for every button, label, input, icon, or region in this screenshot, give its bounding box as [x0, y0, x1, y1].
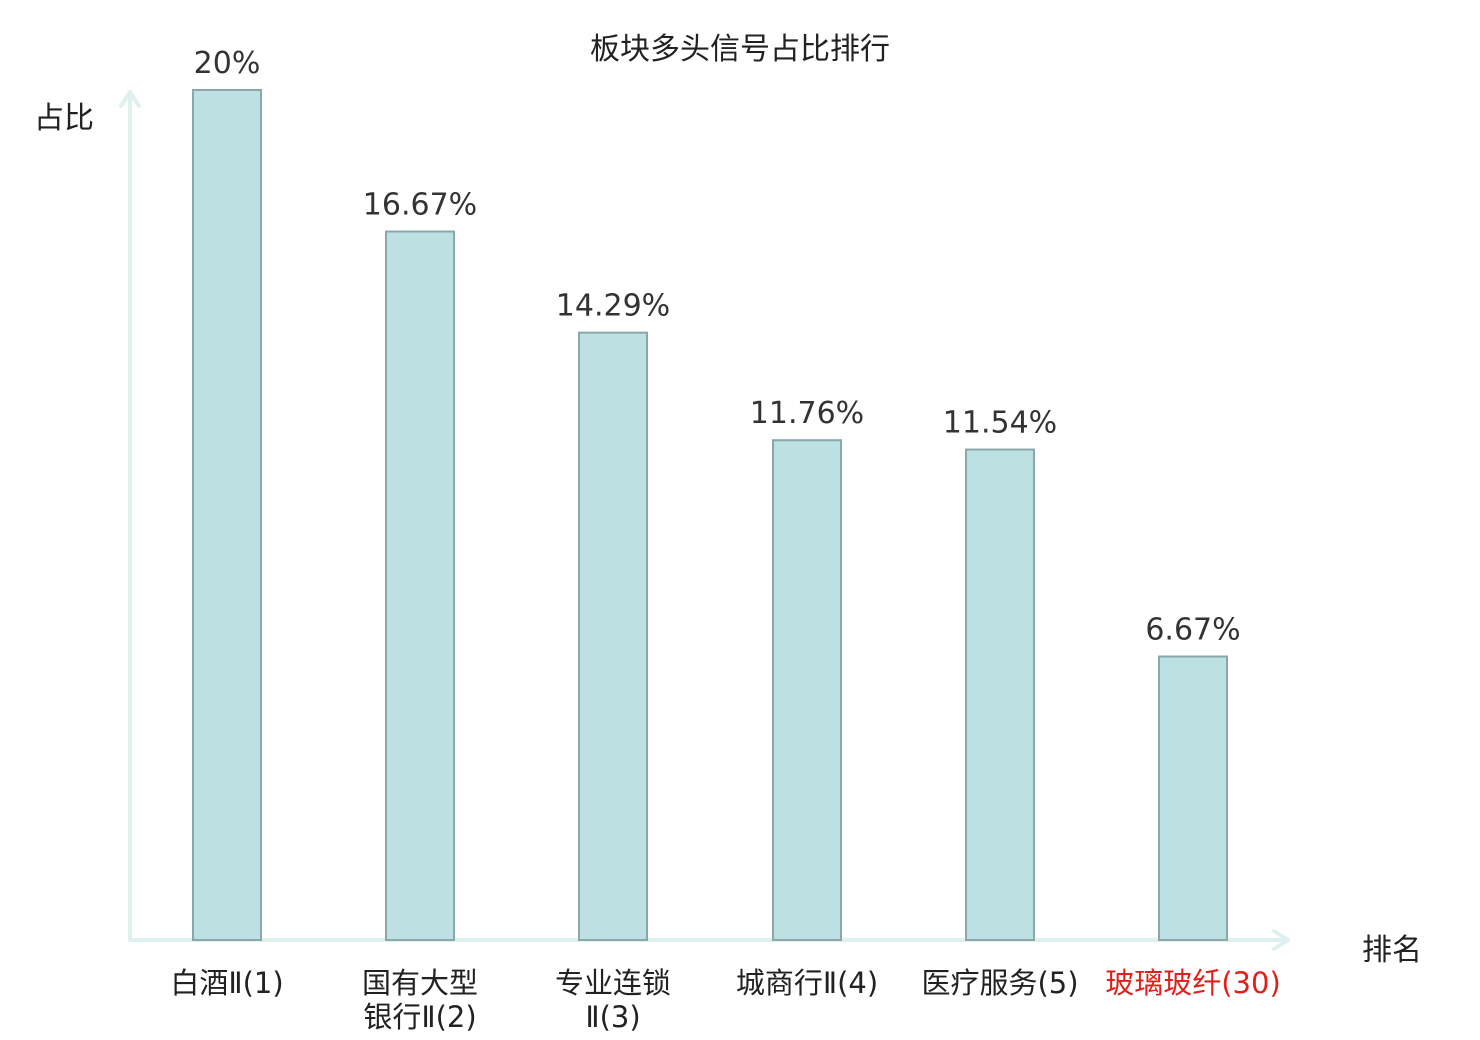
y-axis-arrow-right [128, 90, 141, 108]
value-label-4: 11.76% [750, 396, 864, 431]
x-tick-label-2: 国有大型 银行Ⅱ(2) [330, 966, 510, 1034]
bar-4 [772, 439, 842, 941]
x-axis-label: 排名 [1362, 933, 1422, 968]
chart-title: 板块多头信号占比排行 [590, 32, 890, 67]
x-axis-arrow-top [1272, 929, 1290, 942]
y-axis-arrow-left [119, 90, 132, 108]
x-tick-label-5: 医疗服务(5) [910, 966, 1090, 1000]
value-labels: 20% 16.67% 14.29% 11.76% 11.54% 6.67% [194, 46, 1241, 648]
x-tick-label-3: 专业连锁 Ⅱ(3) [523, 966, 703, 1034]
bars [192, 89, 1228, 942]
bar-5 [965, 448, 1035, 941]
value-label-1: 20% [194, 46, 261, 81]
x-tick-line: 银行Ⅱ(2) [363, 1000, 477, 1034]
x-tick-label-6: 玻璃玻纤(30) [1103, 966, 1283, 1000]
value-label-5: 11.54% [943, 406, 1057, 441]
x-tick-line: 专业连锁 [554, 966, 671, 1000]
y-axis-label: 占比 [34, 101, 94, 136]
x-axis-arrow-bottom [1272, 938, 1290, 951]
x-tick-label-1: 白酒Ⅱ(1) [137, 966, 317, 1000]
bar-6 [1158, 655, 1228, 942]
value-label-6: 6.67% [1145, 613, 1240, 648]
x-tick-line: 国有大型 [361, 966, 478, 1000]
axes [119, 90, 1290, 951]
x-tick-line: 白酒Ⅱ(1) [170, 966, 284, 1000]
bar-1 [192, 89, 262, 941]
x-tick-label-4: 城商行Ⅱ(4) [717, 966, 897, 1000]
value-label-3: 14.29% [556, 289, 670, 324]
bar-2 [385, 230, 455, 941]
x-tick-line: Ⅱ(3) [585, 1000, 641, 1034]
x-tick-line: 玻璃玻纤(30) [1105, 966, 1281, 1000]
bar-3 [578, 331, 648, 941]
x-tick-line: 城商行Ⅱ(4) [735, 966, 879, 1000]
x-tick-line: 医疗服务(5) [921, 966, 1079, 1000]
value-label-2: 16.67% [363, 188, 477, 223]
